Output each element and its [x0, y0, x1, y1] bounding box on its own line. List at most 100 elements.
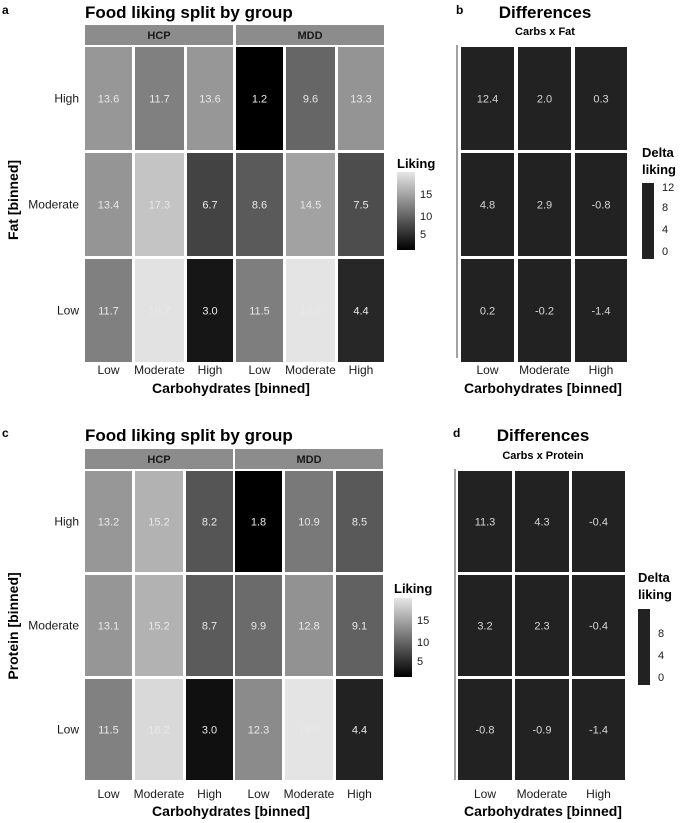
- heatmap-cell-label: 11.7: [98, 306, 119, 318]
- heatmap-cell: [336, 679, 383, 780]
- heatmap-cell-label: 8.5: [352, 517, 367, 529]
- x-tick-label: High: [589, 363, 614, 377]
- heatmap-cell: [338, 259, 384, 362]
- heatmap-cell: [187, 259, 233, 362]
- x-tick-label: Moderate: [284, 787, 335, 801]
- x-tick-label: Moderate: [134, 363, 185, 377]
- heatmap-cell: [235, 471, 282, 572]
- panel-c-heatmap: HCP 13.2 15.2 8.2 13.1 15.2 8.7 11.5 18.2 3.0 Low M…: [28, 449, 383, 801]
- heatmap-cell-label: 12.3: [248, 725, 269, 737]
- heatmap-cell-label: 3.2: [477, 621, 492, 633]
- heatmap-cell: [135, 575, 183, 676]
- heatmap-cell: [186, 679, 233, 780]
- x-tick-label: High: [586, 787, 611, 801]
- heatmap-cell-label: 11.7: [149, 94, 170, 106]
- y-tick-label: High: [54, 515, 79, 529]
- x-tick-label: Low: [476, 363, 498, 377]
- heatmap-cell: [135, 47, 184, 150]
- heatmap-cell-label: 13.4: [98, 200, 119, 212]
- x-tick-label: Moderate: [134, 787, 185, 801]
- panel-c-letter: c: [2, 426, 9, 440]
- heatmap-cell-label: 19.0: [298, 725, 319, 737]
- heatmap-cell-label: -0.8: [476, 725, 495, 737]
- x-tick-label: Low: [97, 787, 119, 801]
- x-tick-label: High: [347, 787, 372, 801]
- heatmap-cell-label: 2.0: [537, 94, 552, 106]
- heatmap-cell-label: 8.7: [202, 621, 217, 633]
- panel-b-colorbar: [642, 183, 654, 259]
- heatmap-cell: [285, 575, 333, 676]
- panel-a-legend-tick: 15: [420, 189, 432, 201]
- panel-a-colorbar: [397, 172, 415, 250]
- heatmap-cell-label: -1.4: [589, 725, 608, 737]
- panel-b-letter: b: [456, 3, 463, 17]
- heatmap-cell: [286, 259, 335, 362]
- panel-b-heatmap: 12.4 2.0 0.3 4.8 2.9 -0.8 0.2 -0.2 -1.4 Low Modera…: [456, 45, 627, 377]
- heatmap-cell-label: 14.5: [300, 200, 321, 212]
- heatmap-cell-label: 9.9: [251, 621, 266, 633]
- heatmap-cell: [575, 259, 627, 362]
- x-tick-label: Low: [247, 787, 269, 801]
- panel-d-subtitle: Carbs x Protein: [502, 450, 584, 462]
- heatmap-cell: [336, 471, 383, 572]
- heatmap-cell-label: 12.4: [477, 94, 498, 106]
- heatmap-cell-label: -0.9: [533, 725, 552, 737]
- heatmap-cell-label: 7.5: [353, 200, 368, 212]
- heatmap-cell: [187, 153, 233, 256]
- facet-strip: [236, 25, 384, 45]
- heatmap-cell: [135, 153, 184, 256]
- heatmap-cell-label: 13.6: [199, 94, 220, 106]
- heatmap-cell-label: -0.2: [535, 306, 554, 318]
- heatmap-cell-label: 4.4: [353, 306, 368, 318]
- panel-d-legend-tick: 4: [658, 650, 664, 662]
- facet-strip-label: MDD: [296, 454, 321, 466]
- heatmap-cell-label: 11.5: [249, 306, 270, 318]
- heatmap-cell: [236, 153, 283, 256]
- heatmap-cell-label: 19.7: [149, 306, 170, 318]
- heatmap-cell: [461, 259, 514, 362]
- panel-c-colorbar: [394, 598, 412, 677]
- heatmap-cell: [575, 153, 627, 256]
- panel-d-legend-title-1: Delta: [638, 570, 671, 585]
- heatmap-cell: [515, 471, 569, 572]
- panel-b-legend-tick: 0: [662, 246, 668, 258]
- heatmap-cell: [236, 259, 283, 362]
- panel-a-legend-tick: 5: [420, 229, 426, 241]
- panel-c-title: Food liking split by group: [85, 426, 293, 445]
- heatmap-cell-label: 4.8: [480, 200, 495, 212]
- panel-b: b Differences Carbs x Fat Carbohydrates …: [456, 3, 676, 396]
- facet-strip: [235, 449, 383, 469]
- heatmap-cell: [85, 471, 132, 572]
- panel-a-letter: a: [2, 3, 9, 17]
- panel-a-x-axis-title: Carbohydrates [binned]: [152, 380, 310, 396]
- panel-d-heatmap: 11.3 4.3 -0.4 3.2 2.3 -0.4 -0.8 -0.9 -1.4 Low Mode…: [454, 469, 625, 801]
- x-tick-label: High: [349, 363, 374, 377]
- heatmap-cell-label: 4.3: [534, 517, 549, 529]
- heatmap-cell: [458, 575, 512, 676]
- panel-a-heatmap: HCP 13.6 11.7 13.6 13.4 17.3 6.7 11.7 19.7 3.0 Low…: [28, 25, 384, 377]
- panel-d-title: Differences: [497, 426, 590, 445]
- x-tick-label: Moderate: [517, 787, 568, 801]
- heatmap-cell: [518, 153, 571, 256]
- heatmap-cell-label: -0.4: [589, 621, 608, 633]
- heatmap-cell-label: 3.0: [202, 306, 217, 318]
- heatmap-cell: [572, 679, 625, 780]
- y-tick-label: Moderate: [28, 619, 79, 633]
- y-tick-label: Low: [57, 304, 79, 318]
- heatmap-cell: [572, 575, 625, 676]
- heatmap-cell-label: 9.1: [352, 621, 367, 633]
- x-tick-label: Moderate: [519, 363, 570, 377]
- heatmap-cell: [338, 47, 384, 150]
- heatmap-cell-label: 17.3: [149, 200, 170, 212]
- panel-a: a Food liking split by group Fat [binned…: [2, 3, 435, 396]
- heatmap-cell-label: 8.6: [252, 200, 267, 212]
- heatmap-cell: [85, 259, 132, 362]
- heatmap-cell-label: 11.3: [475, 517, 496, 529]
- panel-b-legend-tick: 4: [662, 224, 668, 236]
- heatmap-cell: [515, 679, 569, 780]
- x-tick-label: High: [197, 787, 222, 801]
- heatmap-cell: [458, 471, 512, 572]
- heatmap-cell-label: 0.2: [480, 306, 495, 318]
- heatmap-cell: [235, 679, 282, 780]
- heatmap-cell-label: 6.7: [202, 200, 217, 212]
